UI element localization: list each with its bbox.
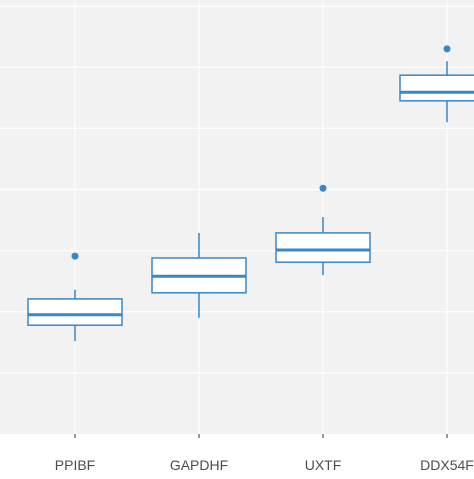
outlier xyxy=(71,252,79,260)
box xyxy=(27,298,123,326)
outlier xyxy=(319,184,327,192)
outlier xyxy=(443,45,451,53)
x-tick-label: DDX54F xyxy=(420,457,474,473)
x-tick-label: GAPDHF xyxy=(170,457,228,473)
x-tick-label: UXTF xyxy=(305,457,342,473)
box xyxy=(399,74,474,102)
x-tick-label: PPIBF xyxy=(55,457,95,473)
panel-background xyxy=(0,0,474,434)
box xyxy=(275,232,371,263)
